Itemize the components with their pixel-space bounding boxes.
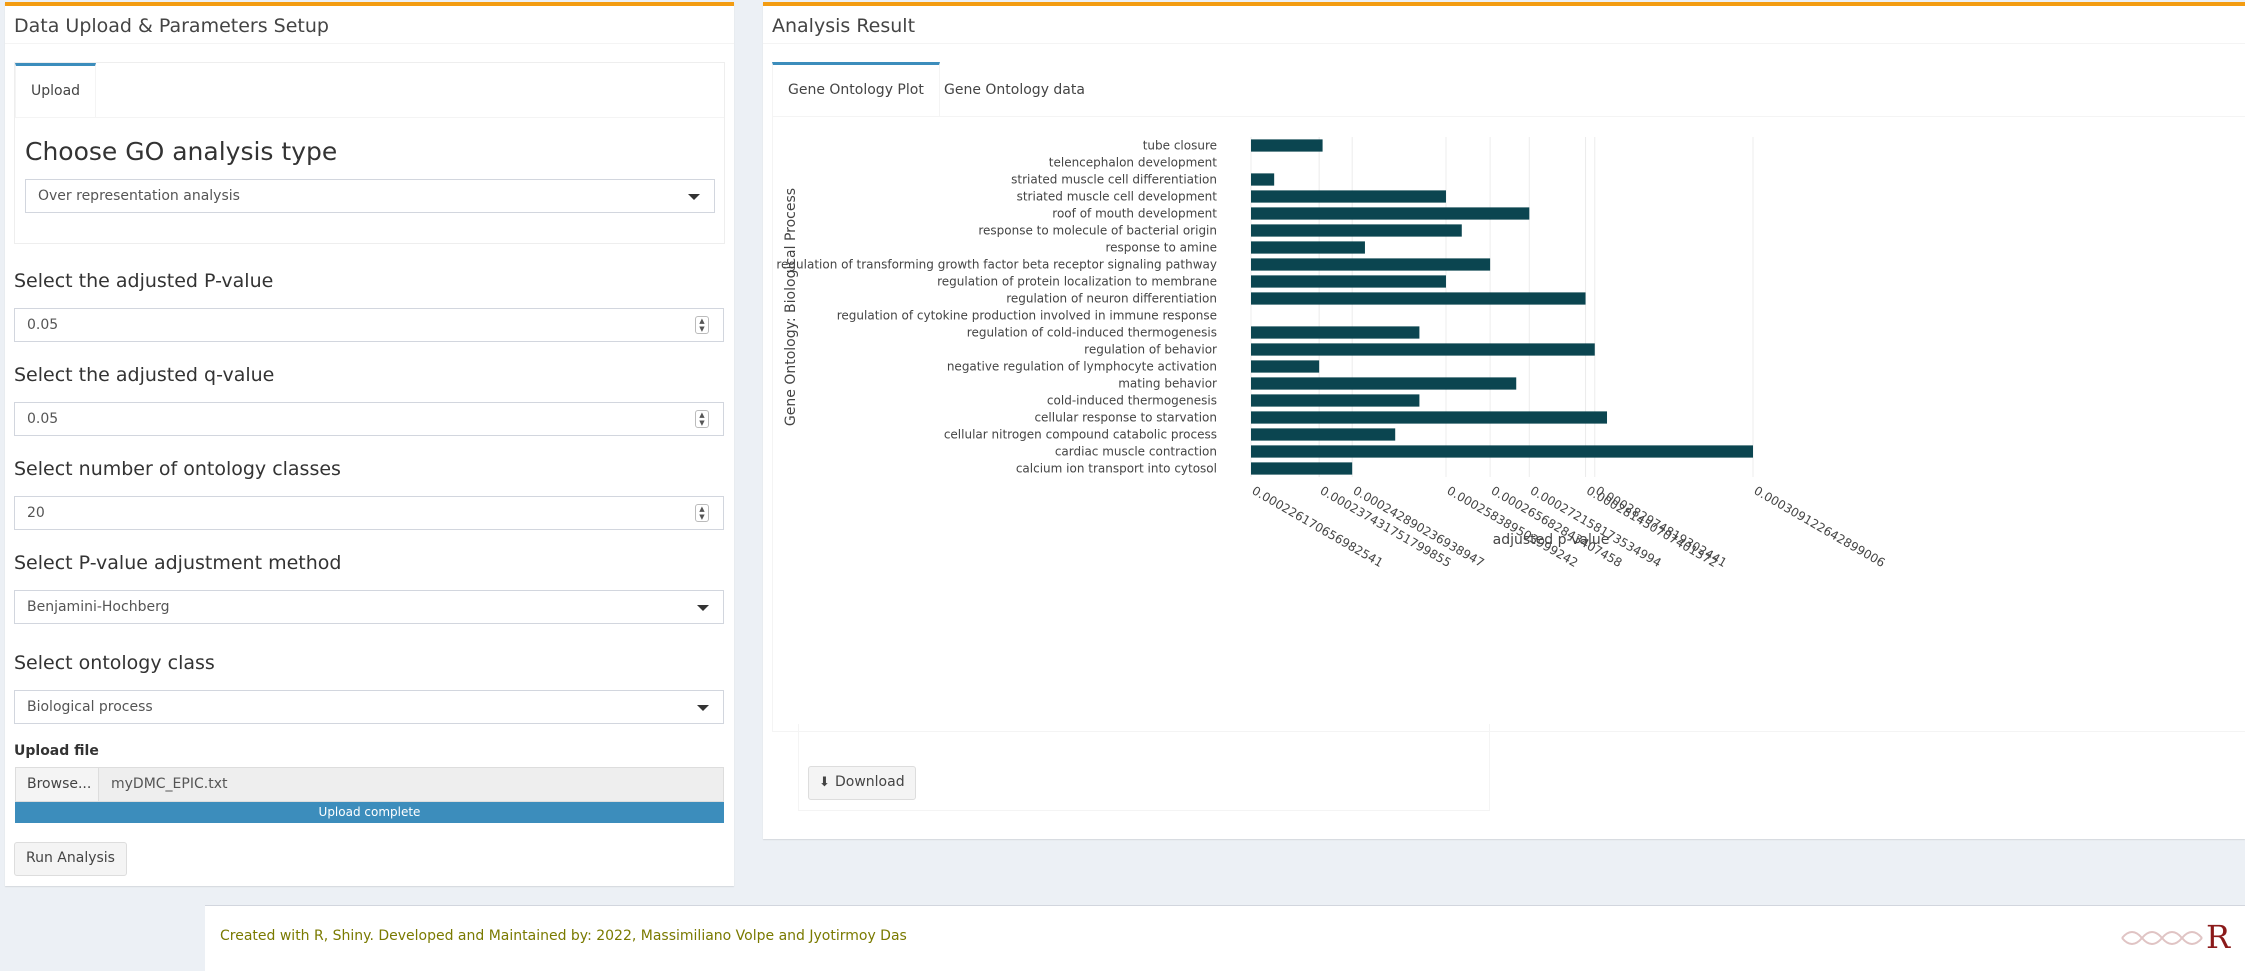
download-area: ⬇ Download	[798, 724, 1490, 811]
download-button[interactable]: ⬇ Download	[808, 766, 916, 800]
bar	[1251, 377, 1517, 390]
ontology-class-value: Biological process	[27, 699, 153, 715]
qvalue-label: Select the adjusted q-value	[14, 364, 275, 386]
adjust-method-label: Select P-value adjustment method	[14, 552, 342, 574]
browse-button[interactable]: Browse...	[15, 767, 99, 802]
bar	[1251, 224, 1462, 237]
upload-progress-bar: Upload complete	[15, 802, 724, 823]
panel-title: Analysis Result	[763, 6, 2245, 44]
result-tabset: Gene Ontology Plot Gene Ontology data tu…	[772, 62, 2245, 732]
ontology-class-label: Select ontology class	[14, 652, 215, 674]
pvalue-label: Select the adjusted P-value	[14, 270, 274, 292]
qvalue-value: 0.05	[27, 411, 59, 427]
category-label: roof of mouth development	[1052, 207, 1217, 221]
bar	[1251, 428, 1396, 441]
bar	[1251, 360, 1320, 373]
category-label: striated muscle cell development	[1017, 190, 1218, 204]
bar	[1251, 326, 1420, 339]
bar	[1251, 258, 1491, 271]
download-label: Download	[835, 774, 905, 790]
chevron-down-icon	[697, 605, 709, 611]
bar	[1251, 190, 1446, 203]
classes-input[interactable]: 20 ▲ ▼	[14, 496, 724, 530]
chevron-down-icon	[688, 194, 700, 200]
go-type-heading: Choose GO analysis type	[25, 137, 338, 166]
bar	[1251, 343, 1595, 356]
classes-label: Select number of ontology classes	[14, 458, 341, 480]
chevron-down-icon	[697, 705, 709, 711]
adjust-method-select[interactable]: Benjamini-Hochberg	[14, 590, 724, 624]
category-label: response to molecule of bacterial origin	[978, 224, 1217, 238]
category-label: striated muscle cell differentiation	[1011, 173, 1217, 187]
ontology-class-select[interactable]: Biological process	[14, 690, 724, 724]
go-plot: tube closure telencephalon development str…	[772, 117, 2245, 732]
category-label: cellular nitrogen compound catabolic pro…	[944, 428, 1217, 442]
x-axis-title: adjusted p-value	[1493, 532, 1610, 548]
x-tick-label: 0.000309122642899006	[1752, 483, 1888, 570]
adjust-method-value: Benjamini-Hochberg	[27, 599, 170, 615]
category-label: negative regulation of lymphocyte activa…	[947, 360, 1217, 374]
category-label: regulation of protein localization to me…	[937, 275, 1217, 289]
pvalue-input[interactable]: 0.05 ▲ ▼	[14, 308, 724, 342]
tab-strip: Upload	[15, 63, 724, 118]
classes-value: 20	[27, 505, 45, 521]
category-label: response to amine	[1105, 241, 1217, 255]
bar	[1251, 292, 1586, 305]
go-type-value: Over representation analysis	[38, 188, 240, 204]
category-label: cold-induced thermogenesis	[1047, 394, 1217, 408]
category-label: mating behavior	[1118, 377, 1217, 391]
bar	[1251, 411, 1608, 424]
bar	[1251, 207, 1530, 220]
tab-go-data[interactable]: Gene Ontology data	[944, 82, 1085, 98]
spinner-icon[interactable]: ▲ ▼	[695, 316, 709, 334]
spinner-icon[interactable]: ▲ ▼	[695, 410, 709, 428]
upload-file-label: Upload file	[14, 743, 99, 759]
footer-credit: Created with R, Shiny. Developed and Mai…	[220, 928, 907, 944]
footer: Created with R, Shiny. Developed and Mai…	[205, 905, 2245, 971]
y-axis-title: Gene Ontology: Biological Process	[783, 188, 799, 426]
dna-logo: R	[2120, 918, 2235, 958]
tab-go-plot[interactable]: Gene Ontology Plot	[772, 62, 940, 116]
file-name-field: myDMC_EPIC.txt	[99, 767, 724, 802]
bar	[1251, 445, 1753, 458]
analysis-result-panel: Analysis Result Gene Ontology Plot Gene …	[763, 2, 2245, 839]
pvalue-value: 0.05	[27, 317, 59, 333]
bar	[1251, 394, 1420, 407]
bar	[1251, 275, 1446, 288]
category-label: regulation of neuron differentiation	[1006, 292, 1217, 306]
category-label: regulation of cytokine production involv…	[837, 309, 1217, 323]
spinner-icon[interactable]: ▲ ▼	[695, 504, 709, 522]
category-label: regulation of behavior	[1084, 343, 1217, 357]
panel-title: Data Upload & Parameters Setup	[5, 6, 734, 44]
category-label: regulation of transforming growth factor…	[776, 258, 1217, 272]
bar	[1251, 139, 1323, 152]
bar	[1251, 462, 1353, 475]
upload-tabset: Upload Choose GO analysis type Over repr…	[14, 62, 725, 244]
r-logo: R	[2206, 918, 2231, 956]
go-type-select[interactable]: Over representation analysis	[25, 179, 715, 213]
category-label: cardiac muscle contraction	[1055, 445, 1217, 459]
download-icon: ⬇	[819, 775, 830, 790]
tab-strip: Gene Ontology Plot Gene Ontology data	[772, 62, 2245, 117]
category-label: tube closure	[1143, 139, 1217, 153]
parameters-panel: Data Upload & Parameters Setup Upload Ch…	[5, 2, 734, 886]
run-analysis-button[interactable]: Run Analysis	[14, 842, 127, 876]
category-label: calcium ion transport into cytosol	[1016, 462, 1217, 476]
category-label: regulation of cold-induced thermogenesis	[967, 326, 1217, 340]
file-input: Browse... myDMC_EPIC.txt	[15, 767, 724, 802]
tab-upload[interactable]: Upload	[15, 63, 97, 117]
bar	[1251, 241, 1365, 254]
qvalue-input[interactable]: 0.05 ▲ ▼	[14, 402, 724, 436]
category-label: telencephalon development	[1049, 156, 1218, 170]
bar	[1251, 173, 1275, 186]
category-label: cellular response to starvation	[1034, 411, 1217, 425]
go-bar-chart: tube closure telencephalon development str…	[776, 137, 1888, 570]
dna-helix-icon	[2121, 931, 2203, 945]
